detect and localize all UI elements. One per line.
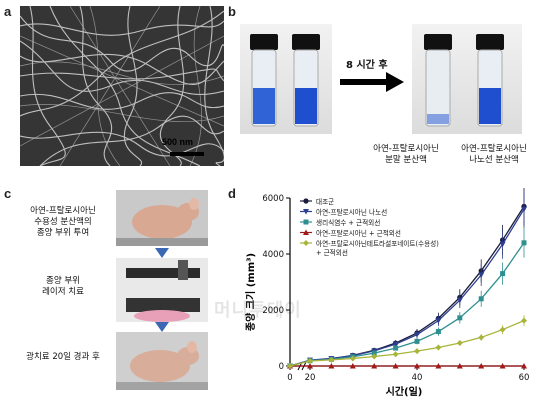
series-line	[289, 242, 525, 367]
step2-text: 종양 부위 레이저 치료	[42, 276, 84, 297]
legend-label: 아연-프탈로시아닌 나노선	[316, 208, 387, 217]
data-point	[521, 240, 527, 246]
data-point	[303, 219, 309, 225]
data-point	[521, 317, 527, 324]
y-tick-label: 0	[279, 362, 284, 372]
x-tick-label: 40	[412, 373, 423, 383]
laser-photo	[116, 258, 208, 322]
scale-bar-label: 500 nm	[162, 137, 194, 147]
data-point	[521, 206, 527, 213]
data-point	[371, 350, 377, 356]
data-point	[521, 363, 527, 369]
data-point	[414, 363, 420, 369]
data-point	[303, 198, 309, 204]
data-point	[456, 297, 463, 304]
series-3	[287, 363, 527, 369]
step1-text: 아연-프탈로시아닌 수용성 분산액의 종양 부위 투여	[30, 206, 96, 238]
caption-powder: 아연-프탈로시아닌 분말 분산액	[373, 144, 439, 165]
data-point	[371, 353, 378, 360]
data-point	[414, 332, 420, 338]
vial-photo-before	[240, 24, 332, 134]
legend-label: 대조군	[316, 198, 334, 206]
x-tick-label: 20	[305, 373, 316, 383]
x-tick-label: 60	[519, 373, 530, 383]
down-arrow-icon	[155, 248, 169, 258]
series-line	[289, 208, 525, 367]
legend-label: 생리식염수 + 근적외선	[316, 218, 380, 227]
panel-d-letter: d	[228, 186, 236, 201]
data-point	[500, 271, 506, 277]
data-point	[478, 334, 485, 341]
data-point	[457, 315, 463, 321]
arrow-label: 8 시간 후	[346, 60, 388, 71]
data-point	[307, 357, 313, 364]
x-tick-label: 0	[287, 373, 292, 383]
vial-nanowire-after	[476, 34, 504, 127]
series-1	[287, 190, 527, 369]
data-point	[478, 272, 485, 278]
vial-powder-after	[424, 34, 452, 127]
legend-label: + 근적외선	[316, 248, 348, 257]
watermark: 머니투데이	[214, 300, 302, 321]
step3-text: 광치료 20일 경과 후	[26, 352, 100, 362]
vial-photo-after	[412, 24, 522, 134]
data-point	[478, 296, 484, 302]
data-point	[435, 344, 442, 351]
data-point	[499, 241, 506, 248]
data-point	[392, 363, 399, 369]
sem-image: 500 nm	[20, 6, 224, 166]
y-tick-label: 2000	[262, 306, 284, 316]
data-point	[456, 363, 463, 369]
data-point	[435, 329, 441, 335]
series-4	[287, 315, 527, 369]
series-line	[289, 320, 525, 367]
data-point	[303, 209, 309, 215]
y-tick-label: 4000	[262, 250, 284, 260]
mouse-photo-1	[116, 190, 208, 246]
down-arrow-icon	[155, 322, 169, 332]
data-point	[414, 348, 420, 355]
data-point	[303, 240, 309, 246]
data-point	[371, 363, 378, 369]
vial-powder-before	[250, 34, 278, 127]
data-point	[392, 341, 399, 348]
panel-b-letter: b	[228, 4, 236, 19]
data-point	[303, 229, 309, 235]
data-point	[499, 363, 506, 369]
legend-label: 아연-프탈로시아닌테트라설포네이트(수용성)	[316, 239, 439, 248]
data-point	[349, 363, 356, 369]
vial-nanowire-before	[292, 34, 320, 127]
data-point	[456, 340, 463, 347]
data-point	[287, 363, 293, 369]
panel-c-letter: c	[4, 186, 12, 201]
data-point	[435, 363, 442, 369]
panel-a-letter: a	[4, 4, 12, 19]
data-point	[392, 351, 399, 358]
data-point	[307, 363, 313, 369]
caption-nanowire: 아연-프탈로시아닌 나노선 분산액	[461, 144, 527, 165]
nanowire-network	[20, 6, 224, 166]
x-axis-label: 시간(일)	[386, 385, 423, 398]
data-point	[349, 355, 356, 362]
legend-label: 아연-프탈로시아닌 + 근적외선	[316, 229, 401, 238]
mouse-photo-2	[116, 332, 208, 390]
data-point	[328, 356, 335, 363]
arrow-icon	[340, 72, 404, 92]
data-point	[478, 363, 485, 369]
data-point	[435, 318, 442, 324]
y-tick-label: 6000	[262, 194, 284, 204]
data-point	[328, 363, 335, 369]
y-axis-label: 종양 크기 (mm³)	[244, 253, 257, 331]
data-point	[499, 326, 506, 333]
data-point	[393, 345, 399, 351]
data-point	[414, 338, 420, 344]
